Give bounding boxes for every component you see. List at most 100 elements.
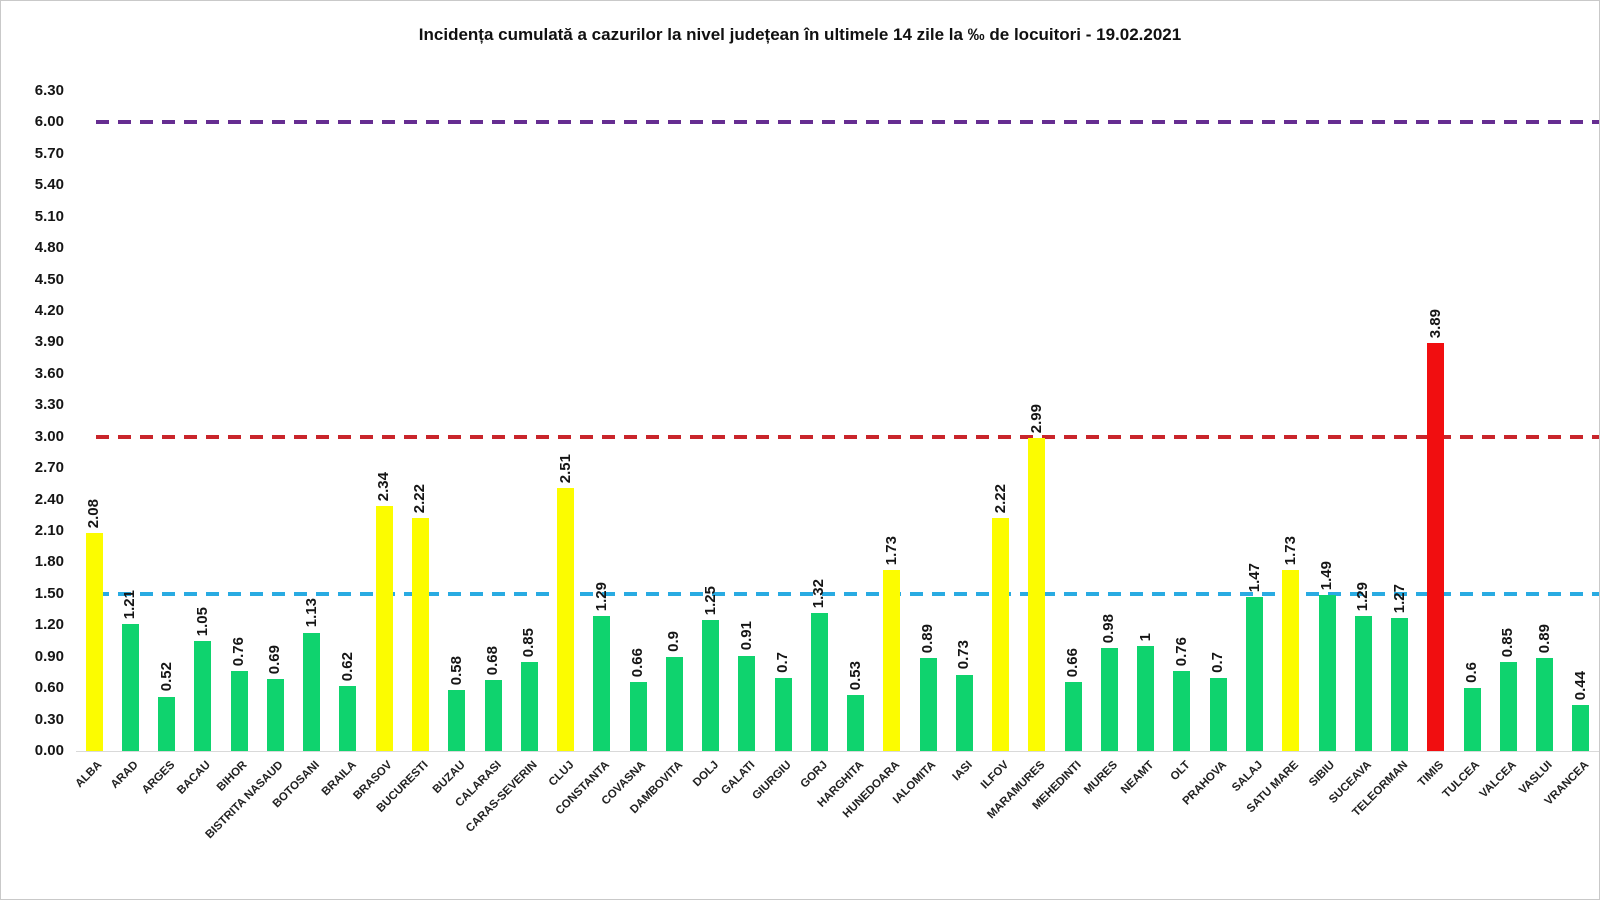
bar-covasna [629, 681, 647, 751]
bar-value-label: 0.91 [737, 621, 755, 651]
bar-bistrita-nasaud [266, 678, 284, 751]
y-tick-label: 3.60 [34, 364, 64, 382]
y-tick-label: 3.30 [34, 396, 64, 414]
bar-neamt [1137, 646, 1155, 751]
x-category-label: VALCEA [1477, 759, 1519, 801]
bar-value-label: 0.66 [629, 647, 647, 677]
bar-value-label: 1.21 [121, 590, 139, 620]
bar-value-label: 1 [1136, 632, 1154, 642]
bar-value-label: 0.85 [1499, 627, 1517, 657]
bar-value-label: 3.89 [1426, 309, 1444, 339]
bar-value-label: 1.29 [1354, 581, 1372, 611]
y-tick-label: 2.70 [34, 459, 64, 477]
x-category-label: CARAS-SEVERIN [463, 759, 540, 835]
bar-hunedoara [883, 569, 901, 751]
x-category-label: ILFOV [978, 759, 1012, 792]
y-tick-label: 4.80 [34, 239, 64, 257]
bar-value-label: 0.73 [955, 640, 973, 670]
y-tick-label: 1.50 [34, 584, 64, 602]
x-axis-line [76, 751, 1599, 752]
bar-caras-severin [520, 661, 538, 751]
bar-giurgiu [774, 677, 792, 751]
bar-bucuresti [411, 518, 429, 751]
bar-ilfov [992, 518, 1010, 751]
bar-value-label: 1.27 [1390, 583, 1408, 613]
bar-dambovita [665, 656, 683, 751]
bar-value-label: 0.53 [846, 661, 864, 691]
y-tick-label: 3.90 [34, 333, 64, 351]
bar-brasov [375, 505, 393, 751]
y-tick-label: 5.40 [34, 176, 64, 194]
bar-value-label: 0.68 [484, 645, 501, 675]
x-category-label: TIMIS [1416, 759, 1447, 790]
bar-arad [121, 624, 139, 751]
x-category-label: GORJ [798, 759, 830, 791]
y-tick-label: 6.30 [34, 82, 64, 99]
x-category-label: SALAJ [1229, 759, 1266, 795]
bar-bacau [194, 641, 212, 751]
x-category-label: SIBIU [1307, 759, 1338, 790]
bar-calarasi [484, 679, 502, 751]
bar-value-label: 1.29 [592, 581, 610, 611]
x-category-label: ALBA [73, 759, 105, 791]
bar-cluj [557, 488, 575, 751]
bar-value-label: 1.32 [810, 578, 828, 608]
bar-suceava [1354, 615, 1372, 751]
bar-value-label: 2.22 [991, 484, 1009, 514]
bar-teleorman [1391, 617, 1409, 751]
bar-value-label: 2.22 [411, 484, 429, 514]
bar-valcea [1499, 661, 1517, 751]
threshold-line-6 [96, 120, 1599, 125]
bar-vrancea [1572, 704, 1590, 751]
bar-value-label: 2.08 [85, 498, 103, 529]
y-tick-label: 6.00 [34, 113, 64, 131]
bar-value-label: 1.47 [1245, 562, 1263, 592]
bar-value-label: 0.9 [665, 630, 683, 652]
bar-value-label: 0.98 [1100, 614, 1118, 644]
bar-value-label: 0.76 [1172, 637, 1190, 667]
x-category-label: CLUJ [546, 759, 577, 789]
bar-salaj [1246, 597, 1263, 751]
bar-botosani [303, 632, 321, 751]
bar-value-label: 0.89 [919, 623, 937, 653]
bar-tulcea [1463, 688, 1481, 751]
bar-bihor [230, 671, 248, 751]
bar-value-label: 1.73 [882, 535, 900, 565]
bar-value-label: 0.66 [1064, 647, 1082, 677]
bar-ialomita [919, 657, 937, 751]
chart-title: Incidența cumulată a cazurilor la nivel … [418, 25, 1182, 44]
bar-value-label: 1.73 [1281, 535, 1299, 565]
x-category-label: OLT [1168, 759, 1193, 784]
bar-value-label: 2.51 [556, 453, 574, 484]
y-tick-label: 0.90 [34, 647, 64, 665]
bar-value-label: 2.34 [375, 471, 393, 501]
bar-galati [738, 655, 756, 751]
x-category-label: MURES [1082, 759, 1120, 797]
bar-buzau [448, 690, 466, 751]
bar-value-label: 1.25 [701, 585, 719, 616]
y-tick-label: 0.60 [34, 679, 64, 697]
y-tick-label: 0.30 [34, 710, 64, 728]
bar-value-label: 0.62 [338, 651, 356, 682]
bar-value-label: 0.89 [1535, 623, 1553, 653]
y-tick-label: 2.40 [34, 490, 64, 508]
x-category-label: ARAD [108, 759, 141, 791]
bar-mehedinti [1064, 681, 1082, 751]
bar-braila [339, 686, 357, 751]
bar-value-label: 0.76 [230, 637, 248, 667]
bar-value-label: 0.85 [520, 627, 538, 657]
bar-value-label: 0.6 [1463, 662, 1481, 684]
y-tick-label: 1.20 [34, 616, 64, 634]
bar-value-label: 2.99 [1027, 403, 1045, 433]
bar-value-label: 0.58 [447, 656, 465, 686]
y-tick-label: 0.00 [34, 742, 64, 759]
bar-mures [1100, 648, 1118, 751]
y-tick-label: 5.10 [34, 207, 64, 225]
threshold-line-3 [96, 434, 1599, 439]
bar-value-label: 1.49 [1318, 560, 1336, 590]
y-tick-label: 4.50 [34, 270, 64, 288]
x-category-label: BACAU [175, 759, 214, 797]
x-category-label: BIHOR [214, 759, 250, 794]
y-tick-label: 1.80 [34, 553, 64, 571]
